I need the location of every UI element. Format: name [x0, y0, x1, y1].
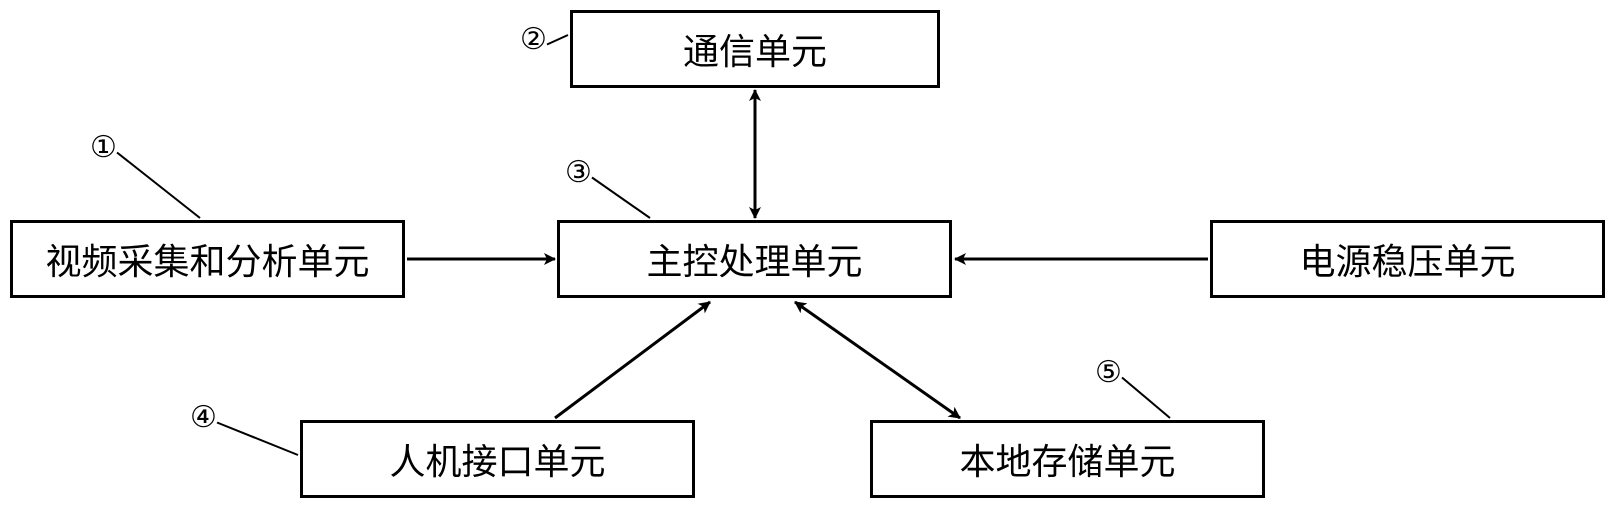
leader-storage [1122, 378, 1170, 419]
leader-video [117, 153, 200, 219]
badge-video: ① [90, 130, 117, 165]
leader-comm [547, 35, 568, 45]
leader-main [592, 178, 650, 219]
node-storage-label: 本地存储单元 [959, 433, 1175, 485]
node-comm: 通信单元 [570, 10, 940, 88]
node-storage: 本地存储单元 [870, 420, 1265, 498]
node-hmi-label: 人机接口单元 [389, 433, 605, 485]
node-main: 主控处理单元 [557, 220, 952, 298]
edge-hmi-main [555, 302, 710, 418]
node-hmi: 人机接口单元 [300, 420, 695, 498]
badge-storage: ⑤ [1095, 355, 1122, 390]
node-video-label: 视频采集和分析单元 [45, 233, 369, 285]
node-power: 电源稳压单元 [1210, 220, 1605, 298]
badge-main: ③ [565, 155, 592, 190]
node-main-label: 主控处理单元 [646, 233, 862, 285]
node-power-label: 电源稳压单元 [1299, 233, 1515, 285]
node-comm-label: 通信单元 [683, 23, 827, 75]
node-video: 视频采集和分析单元 [10, 220, 405, 298]
leader-hmi [217, 423, 298, 456]
badge-hmi: ④ [190, 400, 217, 435]
edge-main-storage [795, 302, 960, 418]
badge-comm: ② [520, 22, 547, 57]
